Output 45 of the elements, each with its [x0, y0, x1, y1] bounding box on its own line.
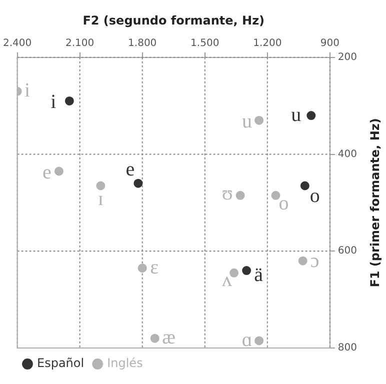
data-label: ʌ [222, 269, 232, 292]
data-label: ɔ [310, 250, 320, 272]
point [306, 111, 316, 120]
point [150, 334, 160, 343]
y-tick-label: 400 [338, 148, 358, 160]
x-tick-label: 1.500 [190, 38, 220, 49]
point [254, 336, 264, 346]
point [271, 190, 280, 200]
y-axis-title: F1 (primer formante, Hz) [368, 118, 382, 288]
point [236, 190, 245, 200]
data-label: u [291, 104, 302, 126]
data-label: ä [254, 264, 264, 286]
data-label: u [242, 110, 252, 133]
data-label: i [24, 80, 31, 102]
data-label: e [42, 161, 52, 184]
point [300, 181, 310, 190]
x-tick-label: 1.800 [128, 38, 157, 49]
data-label: o [278, 192, 289, 215]
data-label: ɪ [98, 188, 104, 210]
x-tick-label: 900 [320, 38, 340, 49]
data-label: æ [162, 326, 176, 349]
data-label: i [50, 91, 57, 114]
x-tick-label: 2.100 [66, 38, 94, 49]
data-label: ɑ [242, 328, 252, 351]
legend-label: Español [37, 356, 84, 370]
point [64, 96, 74, 106]
x-tick-label: 1.200 [253, 38, 282, 49]
y-tick-label: 200 [338, 52, 358, 63]
point [242, 266, 252, 276]
point [54, 166, 64, 176]
point [298, 256, 308, 266]
x-tick-label: 2.400 [2, 38, 32, 49]
point [96, 181, 106, 190]
point [134, 178, 143, 188]
y-tick-label: 800 [338, 342, 358, 354]
point [138, 264, 147, 273]
data-label: ʊ [222, 182, 233, 205]
legend-label: Inglés [107, 356, 143, 370]
x-axis-title: F2 (segundo formante, Hz) [82, 13, 265, 28]
y-tick-label: 600 [338, 246, 358, 257]
data-label: e [126, 158, 135, 181]
point [230, 268, 239, 278]
data-label: ɛ [150, 256, 159, 278]
point [254, 116, 264, 125]
data-label: o [310, 185, 320, 207]
